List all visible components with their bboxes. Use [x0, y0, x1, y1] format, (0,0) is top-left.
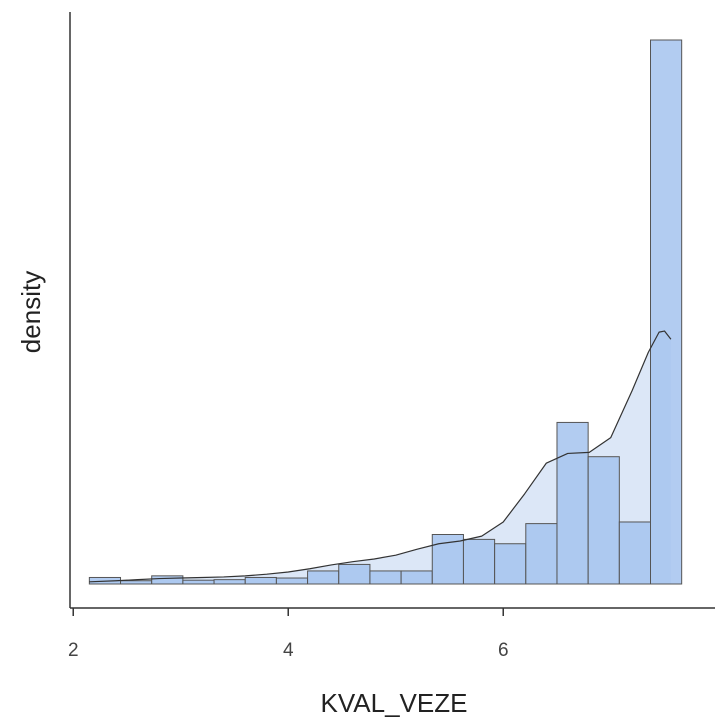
histogram-bar-7 — [275, 577, 309, 585]
x-tick-label-4: 4 — [283, 640, 294, 661]
histogram-bar-16 — [556, 421, 589, 585]
histogram-bar-13 — [462, 538, 496, 585]
x-axis-ticks: 2 4 6 — [68, 608, 509, 661]
histogram-bar-6 — [244, 576, 277, 585]
density-area-layer — [89, 331, 671, 584]
density-curve — [89, 330, 672, 583]
histogram-bar-5 — [213, 579, 246, 585]
histogram-bar-3 — [151, 575, 184, 585]
histogram-bar-15 — [525, 523, 558, 585]
histogram-bar-2 — [120, 580, 153, 585]
density-line-layer — [89, 330, 672, 583]
histogram-bars — [88, 39, 683, 585]
y-axis-title: density — [16, 271, 46, 353]
x-tick-label-6: 6 — [498, 640, 509, 661]
histogram-bar-19 — [650, 39, 683, 585]
histogram-bar-8 — [307, 570, 340, 585]
histogram-bar-4 — [182, 579, 215, 585]
plot-area — [88, 39, 683, 585]
histogram-bar-17 — [587, 456, 620, 585]
x-tick-label-2: 2 — [68, 640, 79, 661]
histogram-bar-12 — [431, 534, 464, 585]
histogram-bar-10 — [369, 570, 402, 585]
histogram-bar-11 — [400, 570, 433, 585]
histogram-bar-18 — [618, 521, 652, 585]
x-axis-title: KVAL_VEZE — [321, 688, 468, 718]
histogram-bar-14 — [494, 543, 527, 585]
density-area — [89, 331, 671, 584]
histogram-bar-9 — [338, 563, 371, 585]
